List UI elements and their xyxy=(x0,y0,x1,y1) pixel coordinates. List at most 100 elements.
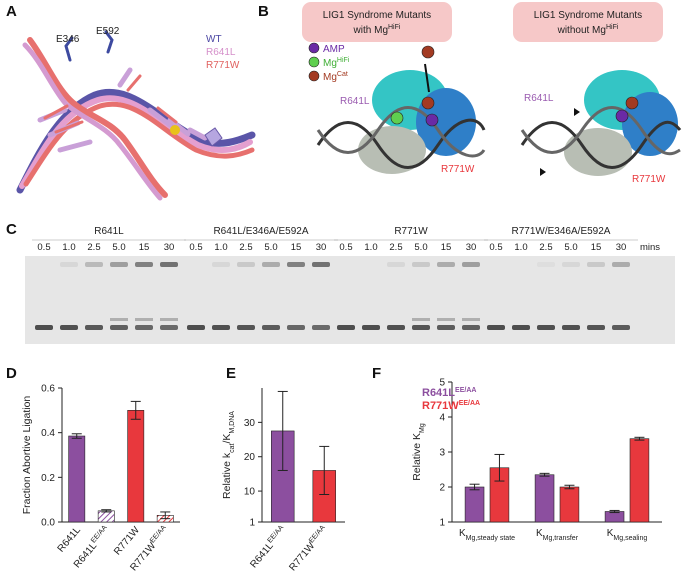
band xyxy=(287,325,305,330)
error-bar xyxy=(634,436,645,441)
lane-group-label: R771W xyxy=(394,226,428,237)
y-label-sub: Mg xyxy=(419,423,426,433)
band xyxy=(462,318,480,321)
band xyxy=(35,325,53,330)
band xyxy=(387,325,405,330)
y-tick-label: 20 xyxy=(244,452,256,463)
time-label: 5.0 xyxy=(264,242,277,253)
mutation-label: R771W xyxy=(441,164,475,175)
category-symbol: K xyxy=(607,528,614,539)
band xyxy=(437,318,455,321)
mutation-label: R641L xyxy=(524,93,554,104)
error-bar xyxy=(130,400,141,420)
category-text: R641L xyxy=(56,525,84,555)
y-label-sub: cat xyxy=(229,443,236,452)
error-bar xyxy=(469,483,480,491)
band xyxy=(212,262,230,267)
band xyxy=(212,325,230,330)
y-tick-label: 0.2 xyxy=(41,473,55,484)
legend-sup: HiFi xyxy=(337,57,350,64)
band xyxy=(562,262,580,267)
time-label: 15 xyxy=(441,242,452,253)
band xyxy=(135,262,153,267)
y-tick-label: 0.0 xyxy=(41,518,55,529)
error-bar xyxy=(277,390,288,471)
box-title-sup: HiFi xyxy=(388,24,401,31)
bar xyxy=(68,435,86,523)
y-tick-label: 5 xyxy=(439,378,445,389)
bar xyxy=(97,510,115,523)
legend-text: Mg xyxy=(323,72,337,83)
band xyxy=(437,325,455,330)
x-tick-label: KMg,steady state xyxy=(459,528,515,542)
band xyxy=(462,262,480,267)
legend-text: Mg xyxy=(323,58,337,69)
category-text: R771W xyxy=(112,524,142,557)
y-label-text: /K xyxy=(221,434,233,444)
x-tick-label: KMg,transfer xyxy=(536,528,579,542)
legend-entry: R771WEE/AA xyxy=(422,400,480,412)
band xyxy=(312,262,330,267)
legend-sup: EE/AA xyxy=(455,387,476,394)
time-label: 1.0 xyxy=(364,242,377,253)
bar xyxy=(604,511,625,523)
band xyxy=(135,325,153,330)
category-sup: EE/AA xyxy=(267,524,286,545)
category-sub: Mg,sealing xyxy=(613,535,647,542)
band xyxy=(312,325,330,330)
unit-label: mins xyxy=(640,242,660,253)
category-text: R641L xyxy=(248,540,276,570)
y-tick-label: 10 xyxy=(244,487,256,498)
time-label: 15 xyxy=(291,242,302,253)
y-tick-label: 2 xyxy=(439,483,445,494)
legend-entry: AMP xyxy=(323,44,345,55)
legend-entry: MgHiFi xyxy=(323,57,350,69)
band xyxy=(160,325,178,330)
bar xyxy=(559,486,580,523)
band xyxy=(537,325,555,330)
error-bar xyxy=(71,433,82,439)
box-title: with MgHiFi xyxy=(353,24,401,36)
y-tick-label: 30 xyxy=(244,418,256,429)
x-tick-label: R641L xyxy=(56,525,84,555)
time-label: 0.5 xyxy=(37,242,50,253)
time-label: 0.5 xyxy=(189,242,202,253)
title-box xyxy=(302,2,452,42)
box-title: LIG1 Syndrome Mutants xyxy=(534,10,642,21)
time-label: 30 xyxy=(164,242,175,253)
category-text: R771W xyxy=(128,540,158,573)
time-label: 1.0 xyxy=(62,242,75,253)
panel-label: F xyxy=(372,365,381,382)
lane-group-label: R641L xyxy=(94,226,124,237)
band xyxy=(587,325,605,330)
bar xyxy=(534,474,555,523)
band xyxy=(60,325,78,330)
band xyxy=(612,262,630,267)
legend-marker xyxy=(308,70,320,82)
time-label: 30 xyxy=(316,242,327,253)
box-title-text: with Mg xyxy=(353,25,388,36)
band xyxy=(537,262,555,267)
mutation-label: R641L xyxy=(340,96,370,107)
y-tick-label: 0.4 xyxy=(41,428,55,439)
legend-sup: Cat xyxy=(337,71,348,78)
band xyxy=(262,262,280,267)
band xyxy=(160,262,178,267)
time-label: 15 xyxy=(591,242,602,253)
box-title: without MgHiFi xyxy=(557,24,619,36)
error-bar xyxy=(319,445,330,496)
band xyxy=(337,325,355,330)
band xyxy=(85,325,103,330)
category-text: R641L xyxy=(72,540,100,570)
y-label-sub: M,DNA xyxy=(229,411,236,434)
panel-label: B xyxy=(258,3,269,20)
band xyxy=(412,262,430,267)
residue-label: E592 xyxy=(96,26,120,37)
y-tick-label: 4 xyxy=(439,413,445,424)
legend-entry: R641L xyxy=(206,47,236,58)
category-symbol: K xyxy=(536,528,543,539)
y-axis-label: Relative KMg xyxy=(411,423,426,481)
time-label: 0.5 xyxy=(339,242,352,253)
time-label: 0.5 xyxy=(489,242,502,253)
band xyxy=(85,262,103,267)
